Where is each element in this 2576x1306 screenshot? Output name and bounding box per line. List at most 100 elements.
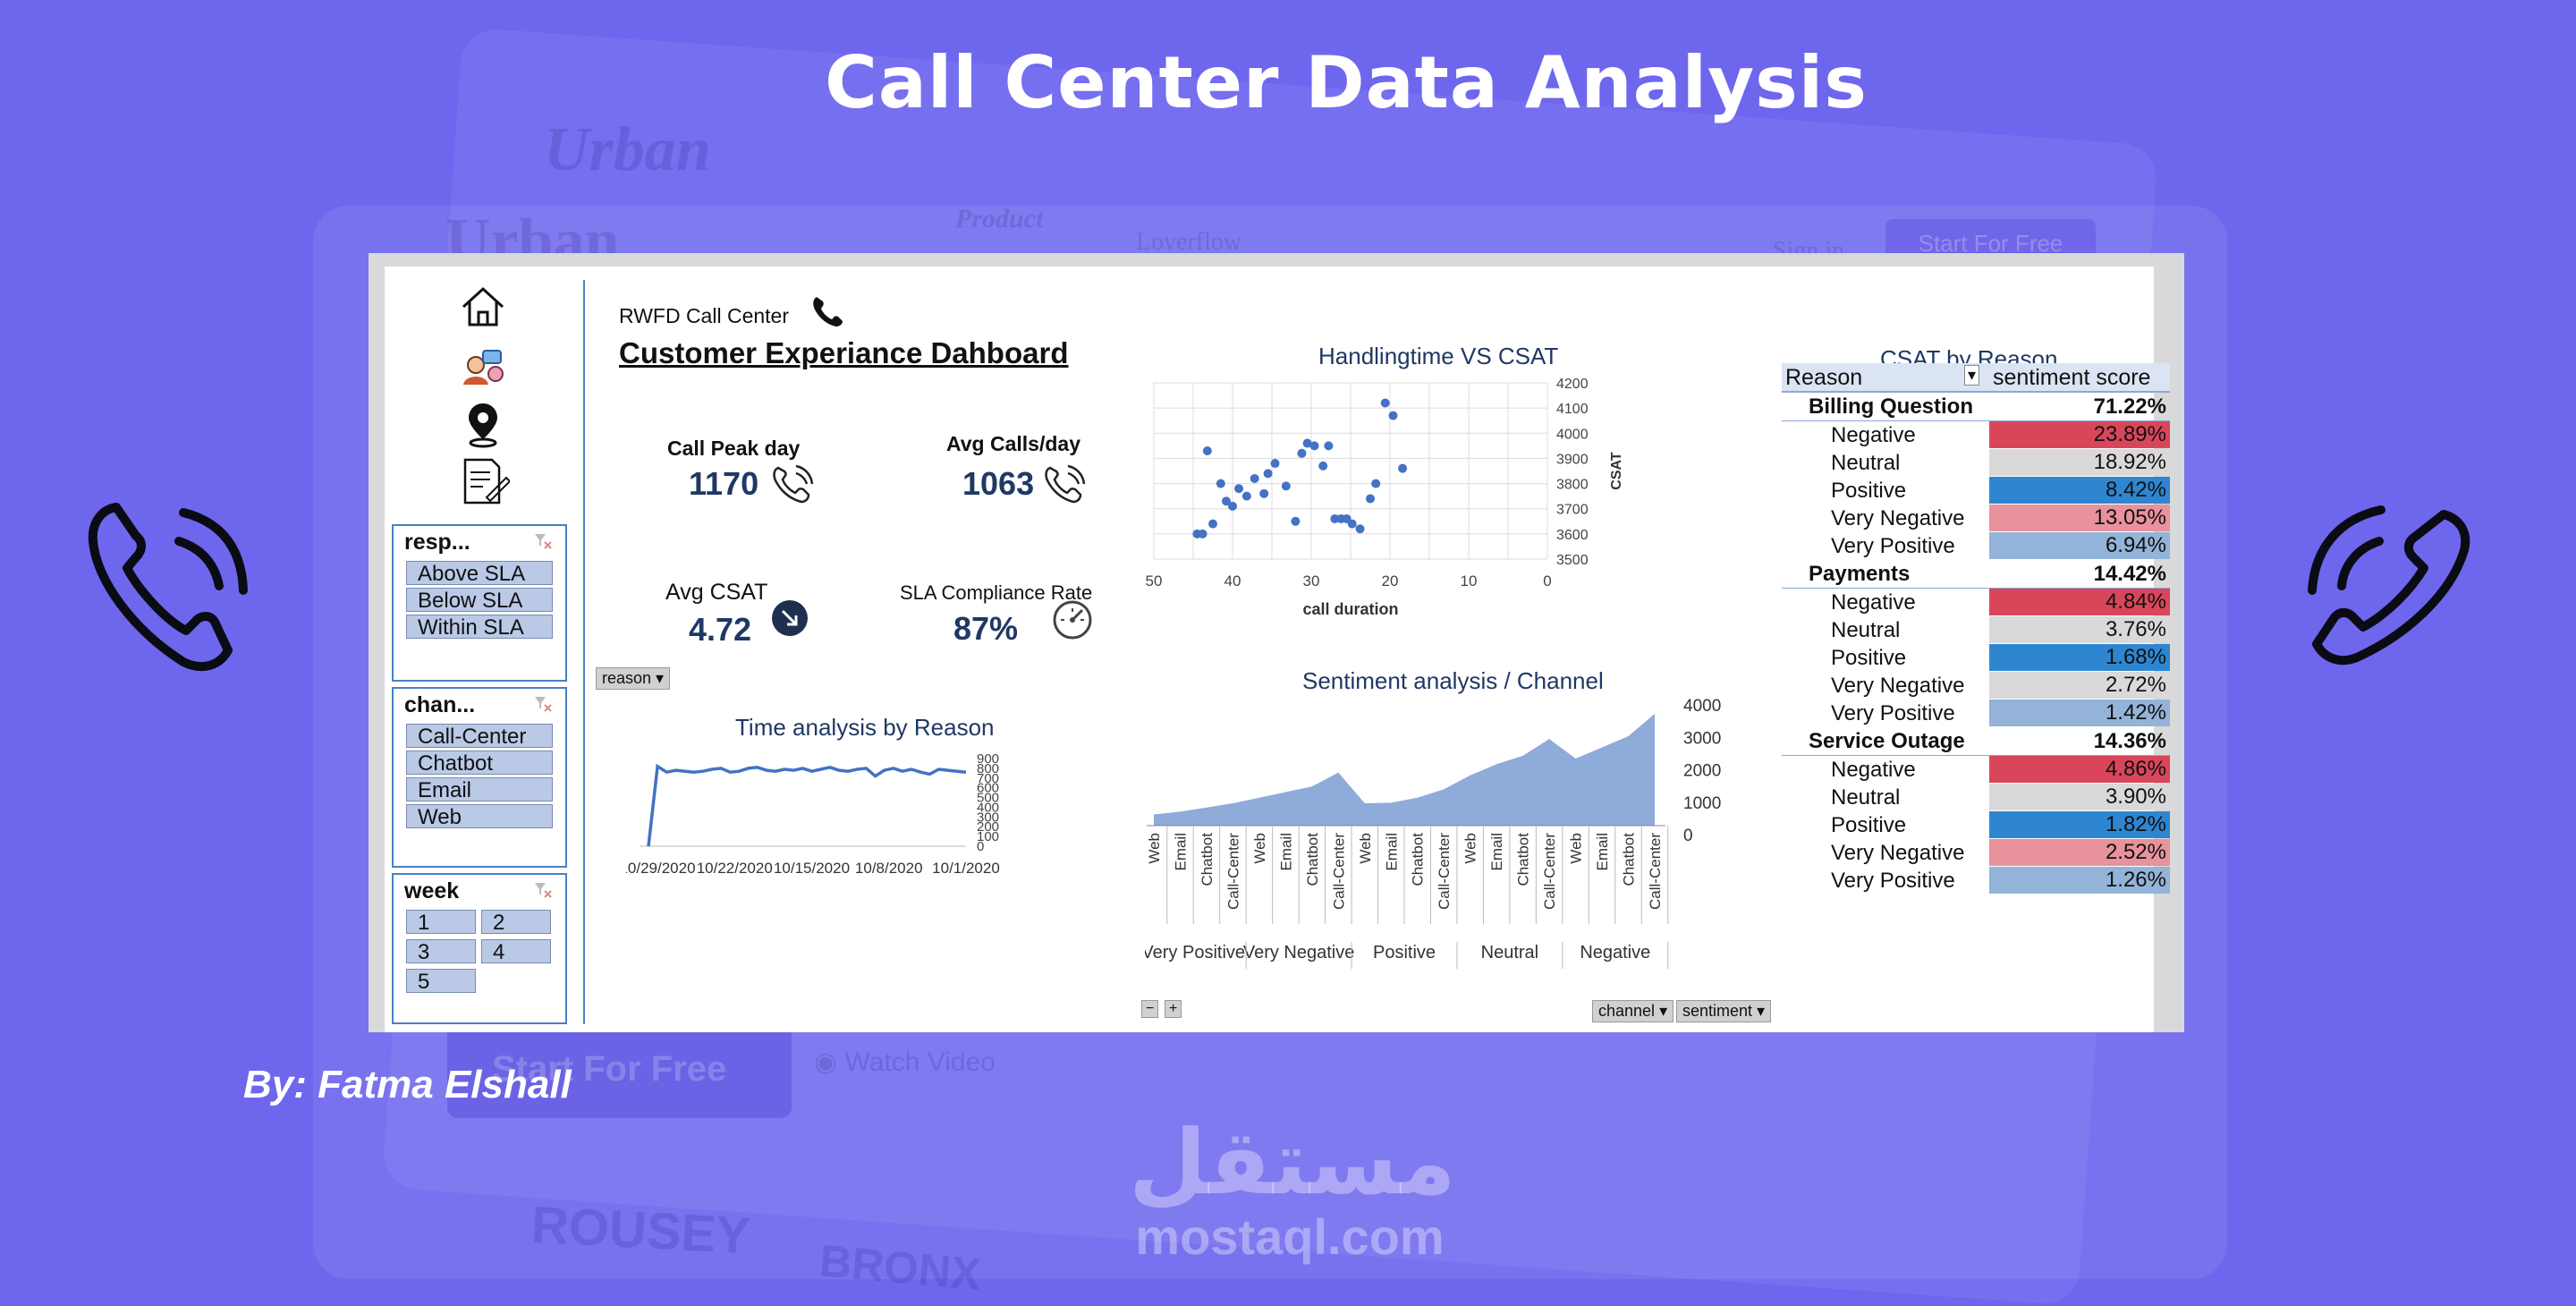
table-row: Very Positive 1.26% — [1782, 867, 2170, 895]
kpi-sla-value: 87% — [953, 610, 1019, 647]
clear-filter-icon[interactable] — [533, 880, 553, 900]
data-point — [1250, 473, 1259, 483]
slicer-item-week[interactable]: 5 — [406, 969, 476, 994]
slicer-title: chan... — [404, 692, 476, 717]
row-label: Negative — [1831, 423, 1916, 447]
channel-filter-button[interactable]: channel ▾ — [1592, 1000, 1674, 1022]
table-row: Neutral 3.90% — [1782, 784, 2170, 811]
collapse-button[interactable]: − — [1141, 1000, 1159, 1018]
score-cell: 18.92% — [1989, 449, 2170, 476]
slicer-item-week[interactable]: 3 — [406, 939, 476, 964]
y-tick-label: 300 — [977, 810, 999, 825]
data-point — [1347, 519, 1357, 529]
expand-button[interactable]: + — [1165, 1000, 1182, 1018]
bg-brand: Urban — [544, 115, 711, 184]
watermark: مستقل mostaql.com — [1129, 1110, 1456, 1266]
kpi-avg-calls-value: 1063 — [962, 465, 1035, 502]
phone-icon — [2308, 505, 2470, 666]
sentiment-filter-button[interactable]: sentiment ▾ — [1676, 1000, 1772, 1022]
handling-time-scatter-chart: 50 40 30 20 10 0 4200 4100 4000 3900 3800 3700 3600 3… — [1146, 377, 1624, 618]
x-tick-label: 30 — [1303, 572, 1320, 589]
category-label: Chatbot — [1515, 833, 1532, 886]
nav-column: resp... Above SLA Below SLA Within SLA c… — [385, 267, 589, 1032]
data-point — [1216, 479, 1225, 488]
table-row: Positive 1.82% — [1782, 811, 2170, 839]
category-label: Call-Center — [1541, 833, 1558, 910]
reason-filter-button[interactable]: reason ▾ — [596, 667, 671, 690]
dropdown-icon[interactable]: ▾ — [1964, 365, 1980, 386]
slicer-item-week[interactable]: 1 — [406, 910, 476, 935]
category-label: Web — [1146, 833, 1163, 864]
phone-icon — [1045, 464, 1086, 504]
line-chart-title: Time analysis by Reason — [735, 714, 995, 741]
data-point — [1330, 513, 1340, 523]
slicer-item-within-sla[interactable]: Within SLA — [406, 615, 553, 640]
group-label: Very Positive — [1145, 943, 1245, 963]
gauge-icon — [1053, 600, 1092, 640]
score-cell: 2.72% — [1989, 672, 2170, 699]
data-point — [1355, 524, 1365, 534]
watermark-arabic: مستقل — [1129, 1110, 1456, 1215]
table-group-row[interactable]: Service Outage 14.36% — [1782, 727, 2170, 756]
y-tick-label: 3900 — [1556, 452, 1589, 467]
slicer-item-week[interactable]: 2 — [481, 910, 551, 935]
data-point — [1398, 463, 1408, 473]
category-label: Web — [1357, 833, 1374, 864]
data-point — [1366, 494, 1375, 504]
kpi-label: Avg CSAT — [665, 580, 768, 605]
y-tick-label: 4000 — [1556, 427, 1589, 442]
data-point — [1228, 501, 1237, 511]
data-point — [1297, 448, 1307, 458]
row-label: Very Negative — [1831, 674, 1965, 698]
table-row: Neutral 18.92% — [1782, 449, 2170, 477]
y-tick-label: 3700 — [1556, 503, 1589, 518]
y-tick-label: 400 — [977, 800, 999, 815]
x-tick-label: 0 — [1543, 572, 1551, 589]
category-label: Email — [1172, 833, 1189, 871]
y-tick-label: 0 — [977, 839, 984, 854]
data-point — [1380, 398, 1390, 408]
agents-icon[interactable] — [456, 338, 510, 392]
slicer-item-call-center[interactable]: Call-Center — [406, 724, 553, 749]
clear-filter-icon[interactable] — [533, 694, 553, 714]
x-tick-label: 40 — [1224, 572, 1241, 589]
slicer-item-chatbot[interactable]: Chatbot — [406, 751, 553, 776]
slicer-item-above-sla[interactable]: Above SLA — [406, 561, 553, 586]
y-axis-label: CSAT — [1609, 452, 1624, 490]
x-tick-label: 10/15/2020 — [774, 860, 850, 875]
category-label: Call-Center — [1436, 833, 1453, 910]
slicer-item-email[interactable]: Email — [406, 777, 553, 802]
page-title: Call Center Data Analysis — [825, 41, 1868, 124]
slicer-item-web[interactable]: Web — [406, 804, 553, 829]
report-icon[interactable] — [456, 454, 510, 508]
slicer-item-below-sla[interactable]: Below SLA — [406, 588, 553, 613]
table-group-row[interactable]: Payments 14.42% — [1782, 560, 2170, 589]
data-point — [1302, 438, 1312, 448]
score-cell: 1.26% — [1989, 867, 2170, 894]
category-label: Web — [1568, 833, 1585, 864]
y-tick-label: 3500 — [1556, 553, 1589, 568]
table-row: Very Negative 2.52% — [1782, 839, 2170, 867]
x-tick-label: 10 — [1461, 572, 1478, 589]
category-label: Web — [1462, 833, 1479, 864]
table-row: Positive 1.68% — [1782, 644, 2170, 672]
x-tick-label: 10/22/2020 — [697, 860, 773, 875]
score-cell: 1.68% — [1989, 644, 2170, 671]
slicer-item-week[interactable]: 4 — [481, 939, 551, 964]
filter-label: channel — [1598, 1002, 1656, 1020]
location-icon[interactable] — [456, 396, 510, 450]
row-label: Very Positive — [1831, 701, 1955, 725]
data-point — [1241, 491, 1251, 501]
dashboard-title: Customer Experiance Dahboard — [619, 336, 1069, 369]
company-name: RWFD Call Center — [619, 304, 789, 327]
table-row: Negative 4.84% — [1782, 589, 2170, 616]
y-tick-label: 900 — [977, 751, 999, 767]
header-reason: Reason — [1785, 365, 1863, 390]
group-name: Service Outage — [1809, 729, 1965, 753]
row-label: Neutral — [1831, 618, 1901, 642]
table-group-row[interactable]: Billing Question 71.22% — [1782, 393, 2170, 421]
home-icon[interactable] — [456, 280, 510, 334]
y-tick-label: 700 — [977, 771, 999, 786]
kpi-csat-value: 4.72 — [689, 611, 752, 648]
clear-filter-icon[interactable] — [533, 531, 553, 551]
